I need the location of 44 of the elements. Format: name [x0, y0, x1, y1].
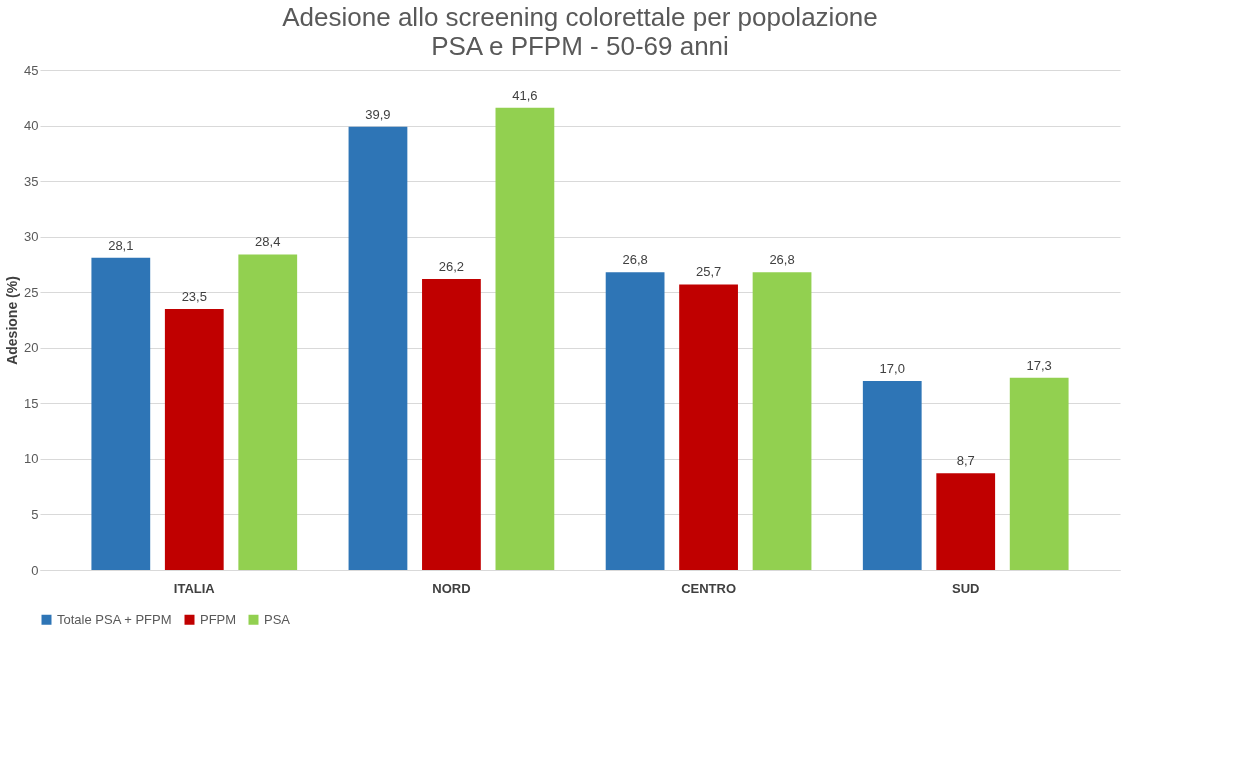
bar [164, 308, 224, 570]
chart-subtitle: PSA e PFPM - 50-69 anni [431, 31, 729, 61]
x-tick-label: NORD [432, 580, 471, 596]
y-tick-label: 40 [24, 118, 39, 134]
bar [238, 254, 298, 570]
x-tick-label: CENTRO [681, 580, 737, 596]
data-label: 25,7 [695, 264, 722, 280]
x-tick-label: SUD [951, 580, 980, 596]
y-tick-label: 30 [24, 229, 39, 245]
data-label: 28,4 [255, 234, 281, 250]
data-label: 17,0 [879, 361, 905, 377]
y-tick-label: 20 [24, 340, 39, 356]
y-tick-label: 5 [31, 506, 39, 522]
y-axis-title: Adesione (%) [4, 276, 21, 365]
x-tick-label: ITALIA [173, 580, 216, 596]
data-label: 26,2 [438, 258, 465, 274]
y-tick-label: 10 [24, 451, 39, 467]
data-label: 39,9 [365, 106, 391, 122]
y-tick-label: 15 [24, 395, 39, 411]
legend-label: PSA [264, 611, 291, 627]
data-label: 41,6 [512, 87, 538, 103]
bar [1009, 377, 1069, 570]
bar [605, 272, 665, 570]
y-tick-label: 0 [31, 562, 39, 578]
bar [679, 284, 738, 570]
bar [91, 257, 151, 570]
bar [495, 107, 555, 570]
legend-label: PFPM [200, 611, 237, 627]
data-label: 8,7 [956, 453, 975, 469]
legend-label: Totale PSA + PFPM [57, 611, 172, 627]
bar [936, 473, 996, 570]
bar [862, 381, 922, 570]
y-tick-label: 45 [24, 62, 39, 78]
data-label: 28,1 [108, 237, 134, 253]
y-tick-label: 25 [24, 284, 39, 300]
bar [422, 278, 481, 570]
bar [348, 126, 408, 570]
data-label: 26,8 [622, 252, 648, 268]
bar [752, 272, 812, 570]
y-tick-label: 35 [24, 173, 39, 189]
chart-title: Adesione allo screening colorettale per popolazione [282, 2, 878, 32]
data-label: 23,5 [181, 288, 207, 304]
data-label: 26,8 [769, 252, 795, 268]
data-label: 17,3 [1026, 357, 1052, 373]
